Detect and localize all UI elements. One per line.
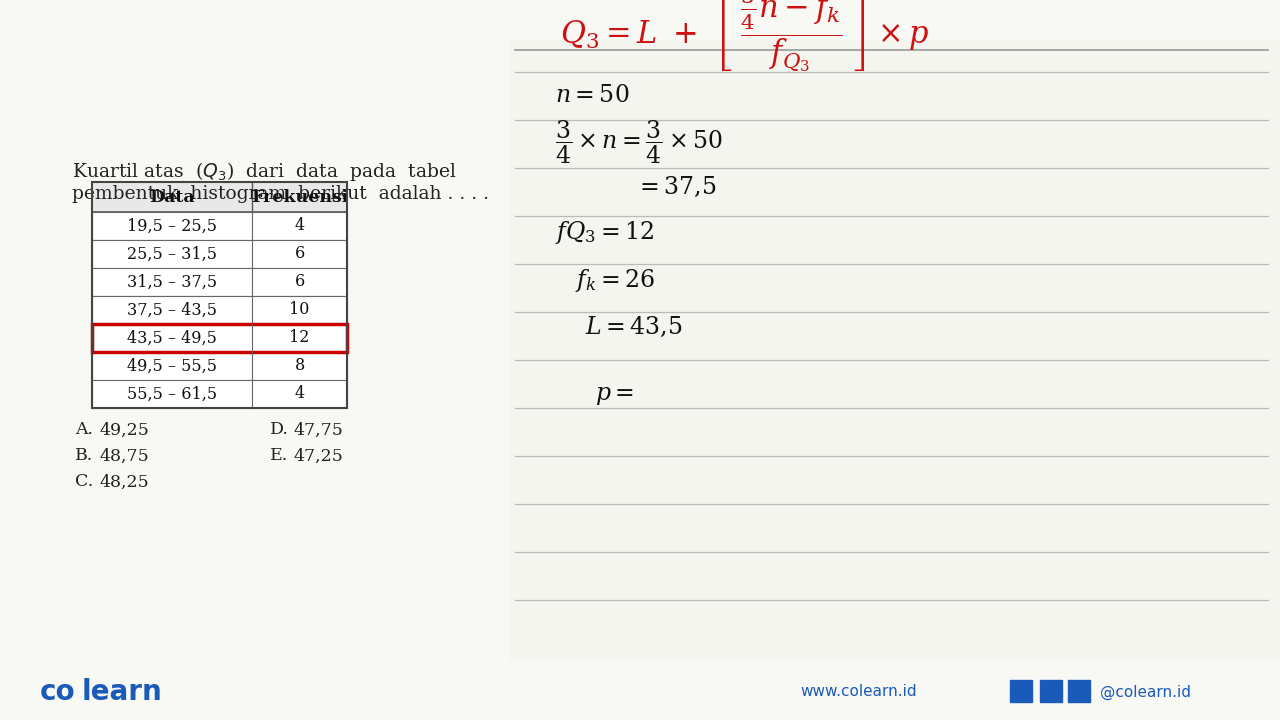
Bar — [92, 324, 347, 352]
Text: $Q_3 = L \ + \ \left[ \ \dfrac{\frac{3}{4}n - f_k}{f_{Q_3}} \ \right] \times p$: $Q_3 = L \ + \ \left[ \ \dfrac{\frac{3}{… — [561, 0, 929, 74]
Bar — [0, 0, 509, 720]
Bar — [92, 268, 347, 296]
Text: $fQ_3 = 12$: $fQ_3 = 12$ — [556, 220, 654, 246]
Text: Data: Data — [150, 189, 195, 205]
Text: 47,25: 47,25 — [294, 448, 344, 464]
Text: 10: 10 — [289, 302, 310, 318]
Text: 6: 6 — [294, 246, 305, 263]
Text: $= 37{,}5$: $= 37{,}5$ — [635, 175, 717, 199]
Text: 19,5 – 25,5: 19,5 – 25,5 — [127, 217, 218, 235]
Text: learn: learn — [82, 678, 163, 706]
Text: $p =$: $p =$ — [595, 383, 634, 407]
Bar — [1039, 680, 1062, 702]
Text: 8: 8 — [294, 358, 305, 374]
Text: 25,5 – 31,5: 25,5 – 31,5 — [127, 246, 218, 263]
Text: 43,5 – 49,5: 43,5 – 49,5 — [127, 330, 216, 346]
Text: $f_k = 26$: $f_k = 26$ — [575, 266, 655, 294]
Text: co: co — [40, 678, 76, 706]
Bar — [509, 40, 1280, 660]
Text: 31,5 – 37,5: 31,5 – 37,5 — [127, 274, 218, 290]
Text: www.colearn.id: www.colearn.id — [800, 685, 916, 700]
Text: 55,5 – 61,5: 55,5 – 61,5 — [127, 385, 218, 402]
Text: 49,25: 49,25 — [99, 421, 148, 438]
Bar — [92, 296, 347, 324]
Text: 48,25: 48,25 — [99, 474, 148, 490]
Bar — [92, 380, 347, 408]
Text: 37,5 – 43,5: 37,5 – 43,5 — [127, 302, 218, 318]
Text: 12: 12 — [289, 330, 310, 346]
Text: $L = 43{,}5$: $L = 43{,}5$ — [585, 315, 682, 339]
Text: 47,75: 47,75 — [294, 421, 344, 438]
Text: 4: 4 — [294, 385, 305, 402]
Text: $\dfrac{3}{4} \times n = \dfrac{3}{4} \times 50$: $\dfrac{3}{4} \times n = \dfrac{3}{4} \t… — [556, 118, 723, 166]
Text: Kuartil atas  ($Q_3$)  dari  data  pada  tabel: Kuartil atas ($Q_3$) dari data pada tabe… — [72, 160, 457, 183]
Bar — [92, 212, 347, 240]
Text: 6: 6 — [294, 274, 305, 290]
Text: @colearn.id: @colearn.id — [1100, 685, 1190, 700]
Bar — [92, 182, 347, 408]
Text: 48,75: 48,75 — [99, 448, 148, 464]
Text: 49,5 – 55,5: 49,5 – 55,5 — [127, 358, 218, 374]
Bar — [92, 240, 347, 268]
Text: Frekuensi: Frekuensi — [251, 189, 348, 205]
Bar — [1068, 680, 1091, 702]
Bar — [92, 352, 347, 380]
Text: C.: C. — [76, 474, 93, 490]
Text: A.: A. — [76, 421, 93, 438]
Bar — [92, 182, 347, 212]
Text: B.: B. — [76, 448, 93, 464]
Bar — [1010, 680, 1032, 702]
Text: pembentuk  histogram  berikut  adalah . . . .: pembentuk histogram berikut adalah . . .… — [72, 185, 489, 203]
Text: D.: D. — [270, 421, 289, 438]
Text: E.: E. — [270, 448, 288, 464]
Text: 4: 4 — [294, 217, 305, 235]
Text: $n = 50$: $n = 50$ — [556, 83, 630, 107]
